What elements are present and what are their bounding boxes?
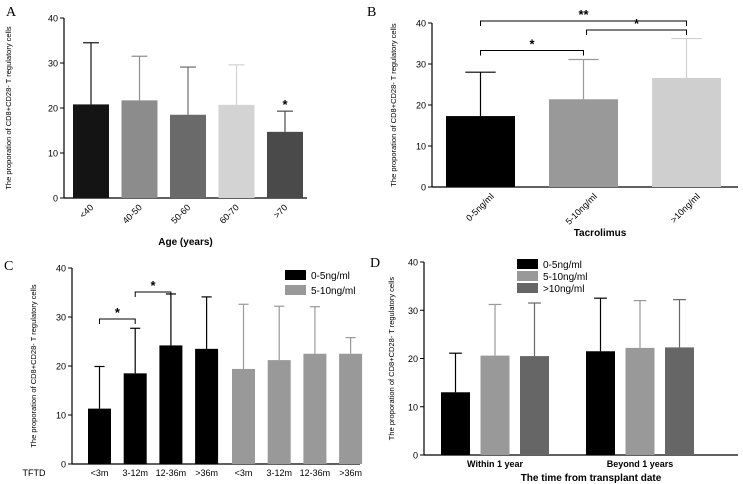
panel-a-bar — [218, 104, 255, 198]
panel-a-x-tick-label: <40 — [78, 202, 96, 220]
panel-label-b: B — [367, 5, 376, 20]
panel-c-bar — [232, 368, 255, 464]
panel-c-bar — [267, 360, 291, 464]
panel-a-y-tick-label: 10 — [48, 149, 58, 159]
panel-c-x-tick-label: <3m — [91, 468, 109, 478]
panel-b-significance-bracket — [480, 49, 584, 56]
panel-c-bar — [88, 408, 111, 464]
panel-c-x-tick-label: 3-12m — [122, 468, 148, 478]
panel-c-significance-label: * — [115, 305, 121, 320]
panel-b-y-tick-label: 20 — [416, 101, 426, 111]
panel-b-x-tick-label: 0-5ng/ml — [464, 191, 496, 223]
panel-d-bar — [665, 347, 694, 455]
panel-c-bar — [123, 373, 147, 464]
panel-b-y-tick-label: 30 — [416, 60, 426, 70]
panel-b-y-tick-label: 0 — [421, 183, 426, 193]
panel-d-y-tick-label: 40 — [408, 258, 418, 268]
panel-c-y-tick-label: 20 — [56, 362, 66, 372]
panel-a-x-axis-title: Age (years) — [158, 237, 212, 248]
panel-d-y-axis-title: The proporation of CD8+CD28- T regulator… — [387, 277, 396, 441]
panel-c-x-prefix-label: TFTD — [23, 468, 46, 478]
panel-b-y-tick-label: 40 — [416, 19, 426, 29]
panel-b-x-axis-title: Tacrolimus — [574, 228, 627, 239]
panel-d-y-tick-label: 30 — [408, 306, 418, 316]
panel-a-bar — [267, 131, 303, 198]
panel-c-x-tick-label: >36m — [339, 468, 362, 478]
panel-d-legend-label: 0-5ng/ml — [543, 260, 582, 271]
panel-c-x-tick-label: >36m — [195, 468, 218, 478]
panel-a-bar — [170, 114, 206, 198]
panel-d-x-tick-label: Beyond 1 years — [607, 459, 674, 469]
panel-b-chart: 0 10 20 30 40 The proporation of CD8+CD28- T … — [389, 7, 738, 239]
panel-d-bar — [441, 392, 470, 455]
panel-a-bar — [73, 104, 109, 198]
panel-d-x-tick-label: Within 1 year — [467, 459, 523, 469]
panel-b-significance-label: ** — [578, 7, 589, 22]
panel-b-significance-bracket — [586, 29, 687, 35]
panel-c-x-tick-label: 12-36m — [300, 468, 331, 478]
panel-c-significance-bracket — [99, 318, 136, 324]
panel-c-x-tick-label: 3-12m — [266, 468, 292, 478]
panel-c-y-tick-label: 40 — [56, 264, 66, 274]
panel-d-legend-swatch — [517, 259, 538, 269]
panel-b-y-tick-label: 10 — [416, 142, 426, 152]
panel-c-bar — [339, 353, 363, 464]
panel-d-y-tick-label: 10 — [408, 402, 418, 412]
panel-d-bar — [480, 355, 510, 455]
panel-c-bar — [159, 345, 183, 464]
panel-d-bar — [586, 351, 615, 455]
panel-d-legend-label: >10ng/ml — [543, 284, 584, 295]
panel-b-y-axis-title: The proporation of CD8+CD28- T regulator… — [389, 23, 398, 187]
panel-c-y-axis-title: The proporation of CD8+CD28- T regulator… — [29, 284, 38, 448]
panel-c-legend-label: 5-10ng/ml — [311, 286, 355, 297]
panel-c-y-tick-label: 10 — [56, 411, 66, 421]
panel-c-legend-swatch — [285, 270, 306, 280]
panel-c-bar — [195, 348, 219, 464]
panel-b-bar — [549, 99, 618, 187]
panel-b-significance-bracket — [480, 20, 687, 26]
panel-c-x-tick-label: 12-36m — [156, 468, 187, 478]
panel-d-y-tick-label: 20 — [408, 354, 418, 364]
panel-label-a: A — [6, 5, 17, 20]
panel-a-x-tick-label: 60-70 — [218, 202, 241, 225]
panel-b-bar — [446, 116, 515, 187]
panel-b-bar — [652, 77, 721, 187]
panel-a-x-tick-label: >70 — [272, 202, 290, 220]
panel-d-legend-swatch — [517, 271, 538, 281]
panel-a-y-tick-label: 40 — [48, 14, 58, 24]
panel-d-legend-label: 5-10ng/ml — [543, 272, 587, 283]
panel-a-chart: 0 10 20 30 40 The proporation of CD8+CD28- T … — [4, 14, 307, 248]
panel-a-y-tick-label: 0 — [53, 194, 58, 204]
panel-c-significance-bracket — [134, 291, 172, 298]
panel-a-bar — [121, 100, 158, 198]
panel-c-bar — [303, 353, 327, 464]
panel-c-y-tick-label: 30 — [56, 313, 66, 323]
panel-d-x-axis-title: The time from transplant date — [521, 473, 662, 484]
panel-c-chart: 0 10 20 30 40 The proporation of CD8+CD28- T … — [23, 264, 363, 478]
panel-a-y-tick-label: 20 — [48, 104, 58, 114]
panel-b-x-tick-label: >10ng/ml — [668, 191, 701, 224]
panel-a-significance-label: * — [282, 97, 288, 112]
panel-b-x-tick-label: 5-10ng/ml — [564, 191, 599, 226]
panel-c-legend-label: 0-5ng/ml — [311, 271, 350, 282]
panel-c-significance-label: * — [151, 278, 157, 293]
panel-d-legend-swatch — [517, 283, 538, 293]
panel-c-x-tick-label: <3m — [235, 468, 253, 478]
panel-a-x-tick-label: 40-50 — [121, 202, 144, 225]
panel-c-legend-swatch — [285, 285, 306, 295]
panel-d-bar — [520, 356, 549, 455]
panel-d-y-tick-label: 0 — [413, 451, 418, 461]
panel-d-chart: 0 10 20 30 40 The proporation of CD8+CD28- T … — [387, 258, 738, 484]
panel-b-significance-label: * — [529, 36, 535, 51]
panel-b-significance-label: * — [634, 16, 640, 31]
panel-label-c: C — [4, 259, 13, 274]
panel-a-y-axis-title: The proporation of CD8+CD28- T regulator… — [4, 26, 13, 190]
panel-a-x-tick-label: 50-60 — [169, 202, 192, 225]
panel-label-d: D — [370, 256, 380, 271]
panel-a-y-tick-label: 30 — [48, 59, 58, 69]
panel-c-y-tick-label: 0 — [61, 460, 66, 470]
panel-d-bar — [625, 347, 655, 455]
